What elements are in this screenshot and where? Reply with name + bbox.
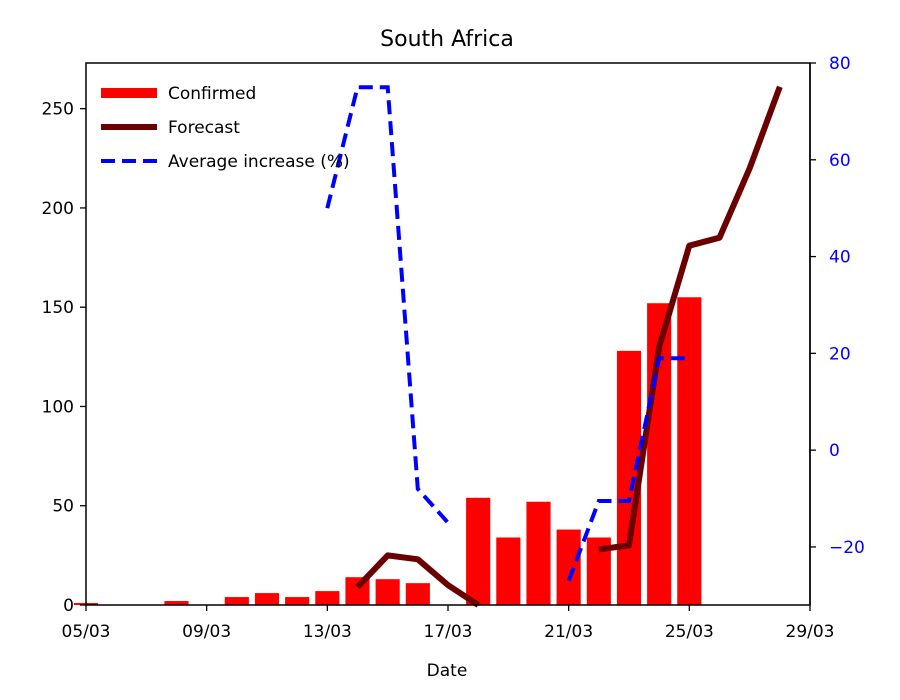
y-right-tick-label: 20 <box>829 344 851 364</box>
y-tick-label: 200 <box>42 199 74 219</box>
y-right-tick-label: −20 <box>829 538 865 558</box>
y-right-tick-label: 0 <box>829 441 840 461</box>
y-axis-right: −20 0 20 40 60 80 <box>809 54 865 605</box>
confirmed-bar <box>315 591 340 605</box>
legend-swatch-confirmed <box>101 88 157 98</box>
confirmed-bar <box>466 497 491 605</box>
y-right-tick-label: 80 <box>829 54 851 74</box>
y-tick-label: 100 <box>42 397 74 417</box>
legend: Confirmed Forecast Average increase (%) <box>101 84 350 172</box>
x-tick-label: 29/03 <box>786 622 835 642</box>
average-increase-line <box>325 85 450 525</box>
series-lines <box>325 85 783 608</box>
x-tick-label: 17/03 <box>424 622 473 642</box>
x-axis-title: Date <box>427 661 468 681</box>
y-tick-label: 50 <box>52 497 74 517</box>
confirmed-bar <box>224 597 249 605</box>
legend-label: Average increase (%) <box>168 152 350 172</box>
confirmed-bar <box>405 583 430 605</box>
y-tick-label: 150 <box>42 298 74 318</box>
x-axis: 05/03 09/03 13/03 17/03 21/03 25/03 29/03 <box>62 605 835 642</box>
confirmed-bar <box>526 501 551 605</box>
confirmed-bar <box>556 529 581 605</box>
legend-label: Confirmed <box>168 84 256 104</box>
confirmed-bar <box>677 297 702 605</box>
confirmed-bar <box>164 601 189 605</box>
y-right-tick-label: 40 <box>829 248 851 268</box>
y-tick-label: 0 <box>63 596 74 616</box>
x-tick-label: 25/03 <box>665 622 714 642</box>
legend-item: Forecast <box>101 118 240 138</box>
confirmed-bar <box>254 593 280 605</box>
x-tick-label: 21/03 <box>544 622 593 642</box>
legend-item: Average increase (%) <box>101 152 350 172</box>
legend-label: Forecast <box>168 118 240 138</box>
confirmed-bar <box>375 579 400 605</box>
average-increase-line <box>566 356 690 582</box>
y-axis-left: 0 50 100 150 200 250 <box>42 100 86 616</box>
y-tick-label: 250 <box>42 100 74 120</box>
x-tick-label: 05/03 <box>62 622 111 642</box>
chart-title: South Africa <box>380 27 514 52</box>
confirmed-bar <box>496 537 521 605</box>
confirmed-bar <box>285 597 310 605</box>
x-tick-label: 13/03 <box>303 622 352 642</box>
legend-item: Confirmed <box>101 84 256 104</box>
forecast-line <box>598 85 783 553</box>
forecast-line <box>355 552 480 608</box>
x-tick-label: 09/03 <box>182 622 231 642</box>
y-right-tick-label: 60 <box>829 151 851 171</box>
